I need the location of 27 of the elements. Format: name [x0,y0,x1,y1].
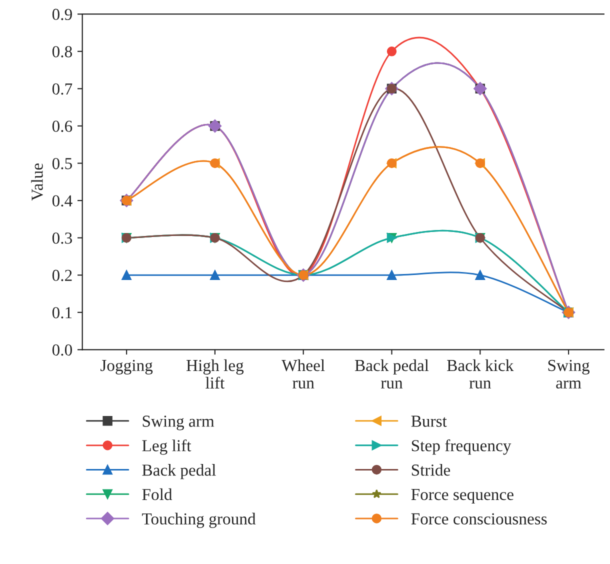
legend-label: Burst [411,416,447,427]
x-tick-label: Back kick run [447,359,514,389]
legend-label: Swing arm [142,416,214,430]
y-tick-label: 0.6 [52,120,72,132]
y-tick-label: 0.4 [52,195,72,207]
legend-label: Stride [412,464,450,476]
y-tick-label: 0.5 [52,158,72,170]
x-tick-label: High leg lift [186,359,244,389]
legend-label: Back pedal [142,464,216,480]
y-tick-label: 0.3 [52,232,72,244]
x-tick-label: Wheel run [282,359,325,389]
legend-label: Fold [142,488,172,500]
y-tick-label: 0.7 [52,83,72,95]
y-tick-label: 0.9 [52,8,72,20]
x-tick-label: Jogging [100,360,153,375]
legend-label: Step frequency [412,439,512,455]
y-tick-label: 0.2 [52,270,72,282]
legend-label: Force consciousness [411,513,547,524]
y-tick-label: 0.8 [52,46,72,58]
x-tick-label: Back pedal run [354,359,429,389]
legend-label: Force sequence [411,489,514,504]
y-tick-label: 0.0 [52,344,72,356]
y-tick-label: 0.1 [52,307,72,318]
legend-label: Leg lift [142,439,192,455]
x-tick-label: Swing arm [548,360,590,389]
y-axis-title: Value [31,164,43,201]
legend-label: Touching ground [142,512,256,528]
